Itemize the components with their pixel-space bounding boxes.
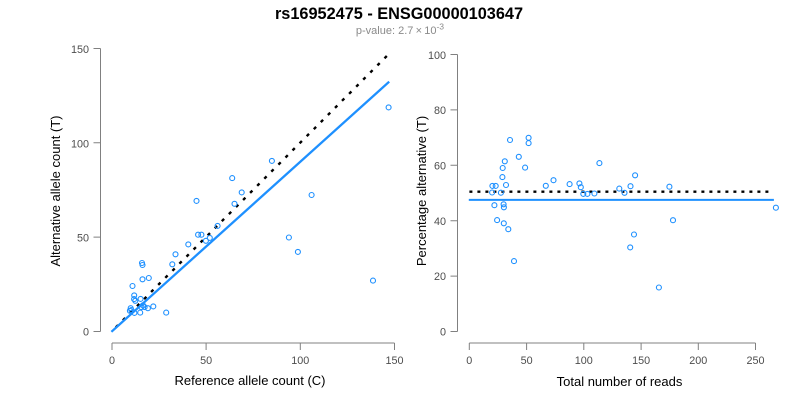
svg-text:150: 150 xyxy=(71,44,89,56)
svg-text:Reference allele count (C): Reference allele count (C) xyxy=(174,373,325,388)
svg-text:p-value: 2.7 × 10-3: p-value: 2.7 × 10-3 xyxy=(356,22,444,38)
svg-text:60: 60 xyxy=(434,161,446,173)
svg-text:40: 40 xyxy=(434,216,446,228)
svg-text:50: 50 xyxy=(521,355,533,367)
svg-text:Percentage alternative (T): Percentage alternative (T) xyxy=(414,116,429,266)
svg-text:150: 150 xyxy=(385,355,403,367)
svg-text:0: 0 xyxy=(109,355,115,367)
svg-text:250: 250 xyxy=(746,355,764,367)
svg-text:Alternative allele count (T): Alternative allele count (T) xyxy=(48,115,63,266)
svg-text:0: 0 xyxy=(440,327,446,339)
svg-text:100: 100 xyxy=(291,355,309,367)
svg-text:0: 0 xyxy=(466,355,472,367)
svg-text:100: 100 xyxy=(71,138,89,150)
svg-text:100: 100 xyxy=(575,355,593,367)
svg-text:0: 0 xyxy=(83,327,89,339)
svg-text:200: 200 xyxy=(689,355,707,367)
svg-text:150: 150 xyxy=(632,355,650,367)
svg-text:100: 100 xyxy=(428,50,446,62)
svg-text:20: 20 xyxy=(434,271,446,283)
svg-text:80: 80 xyxy=(434,105,446,117)
svg-text:50: 50 xyxy=(200,355,212,367)
svg-text:50: 50 xyxy=(77,233,89,245)
svg-text:Total number of reads: Total number of reads xyxy=(557,374,683,389)
svg-text:rs16952475 - ENSG00000103647: rs16952475 - ENSG00000103647 xyxy=(275,5,523,23)
